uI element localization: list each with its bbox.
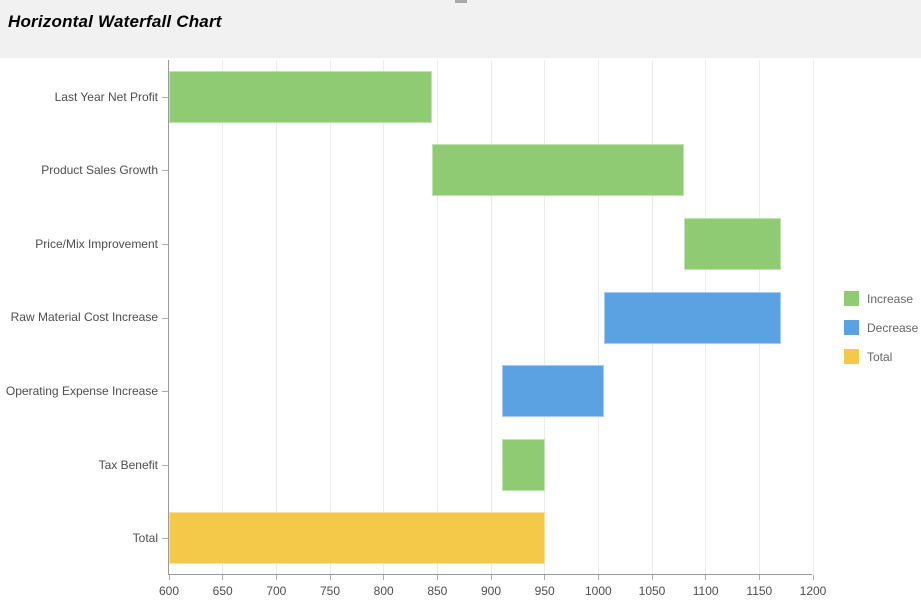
legend-label: Decrease: [867, 320, 919, 335]
legend-item-total[interactable]: Total: [844, 349, 918, 364]
gridline: [275, 60, 277, 574]
x-tick-mark: [544, 575, 546, 580]
category-tick-mark: [162, 170, 168, 172]
x-tick-mark: [383, 575, 385, 580]
category-label: Tax Benefit: [98, 457, 158, 472]
bar-total[interactable]: [169, 512, 545, 565]
legend-item-increase[interactable]: Increase: [844, 291, 918, 306]
category-label: Last Year Net Profit: [54, 89, 158, 104]
x-tick-label: 700: [266, 584, 287, 598]
category-tick-mark: [162, 538, 168, 540]
x-tick-label: 1100: [692, 584, 719, 598]
x-tick-mark: [275, 575, 277, 580]
legend-swatch: [844, 349, 859, 364]
category-tick-mark: [162, 243, 168, 245]
plot-area: 600 650 700 750 800 850 900 950 1000 1050 1100 1150…: [159, 60, 826, 598]
x-tick-label: 1000: [584, 584, 612, 598]
category-tick-mark: [162, 96, 168, 98]
x-tick-mark: [651, 575, 653, 580]
bar-operating-expense-increase[interactable]: [501, 365, 604, 418]
x-tick-mark: [329, 575, 331, 580]
x-tick-mark: [436, 575, 438, 580]
gridline: [597, 60, 599, 574]
x-tick-mark: [168, 575, 170, 580]
x-tick-label: 850: [427, 584, 448, 598]
category-label: Raw Material Cost Increase: [10, 310, 158, 325]
category-label: Product Sales Growth: [41, 163, 158, 178]
x-tick-mark: [812, 575, 814, 580]
category-label: Operating Expense Increase: [5, 384, 158, 399]
x-tick-label: 1050: [638, 584, 666, 598]
bar-tax-benefit[interactable]: [501, 438, 545, 491]
legend-swatch: [844, 291, 859, 306]
bar-price-mix-improvement[interactable]: [684, 217, 781, 270]
gridline: [383, 60, 385, 574]
legend: Increase Decrease Total: [844, 291, 918, 378]
x-tick-mark: [490, 575, 492, 580]
top-notch: [455, 0, 467, 3]
x-tick-label: 650: [212, 584, 233, 598]
legend-label: Total: [867, 349, 893, 364]
gridline: [436, 60, 438, 574]
x-tick-label: 600: [158, 584, 180, 598]
gridline: [812, 60, 814, 574]
x-tick-label: 1200: [799, 584, 827, 598]
legend-swatch: [844, 320, 859, 335]
x-tick-label: 750: [319, 584, 341, 598]
x-tick-label: 800: [373, 584, 394, 598]
legend-item-decrease[interactable]: Decrease: [844, 320, 918, 335]
waterfall-chart: Last Year Net Profit Product Sales Growth…: [0, 58, 921, 609]
legend-label: Increase: [867, 291, 914, 306]
bar-raw-material-cost-increase[interactable]: [603, 291, 781, 344]
chart-title: Horizontal Waterfall Chart: [8, 12, 222, 31]
bar-product-sales-growth[interactable]: [431, 144, 685, 197]
category-label: Price/Mix Improvement: [35, 236, 158, 251]
x-tick-mark: [222, 575, 224, 580]
x-tick-mark: [758, 575, 760, 580]
x-tick-mark: [597, 575, 599, 580]
chart-header: Horizontal Waterfall Chart: [0, 0, 921, 58]
gridline: [222, 60, 224, 574]
gridline: [329, 60, 331, 574]
category-tick-mark: [162, 464, 168, 466]
x-tick-mark: [705, 575, 707, 580]
category-tick-mark: [162, 317, 168, 319]
bar-last-year-net-profit[interactable]: [169, 70, 432, 123]
category-label: Total: [132, 531, 158, 546]
x-tick-label: 950: [534, 584, 555, 598]
gridline: [544, 60, 546, 574]
category-tick-mark: [162, 391, 168, 393]
x-tick-label: 1150: [746, 584, 773, 598]
gridline: [490, 60, 492, 574]
x-tick-label: 900: [480, 584, 502, 598]
category-axis-labels: Last Year Net Profit Product Sales Growth…: [0, 60, 158, 575]
